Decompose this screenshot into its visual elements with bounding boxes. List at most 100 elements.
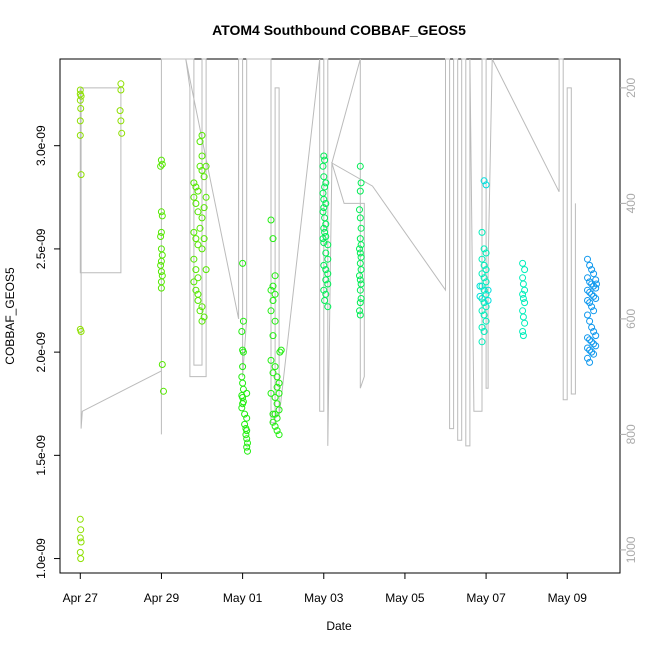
series-5 xyxy=(476,177,492,304)
right-y-tick-label: 1000 xyxy=(624,536,638,563)
data-point xyxy=(157,228,165,236)
data-point xyxy=(198,245,206,253)
data-point xyxy=(480,311,488,319)
data-point xyxy=(242,431,250,439)
data-point xyxy=(519,307,527,315)
x-tick-label: May 05 xyxy=(385,591,425,605)
series-4 xyxy=(478,228,529,346)
data-point xyxy=(590,270,598,278)
data-point xyxy=(76,117,84,125)
data-point xyxy=(584,274,591,282)
data-point xyxy=(194,274,202,282)
data-point xyxy=(267,216,275,224)
data-point xyxy=(158,361,166,368)
data-point xyxy=(273,400,281,408)
data-point xyxy=(480,177,488,185)
data-point xyxy=(198,317,206,325)
data-point xyxy=(586,299,594,307)
y-tick-label: 2.5e-09 xyxy=(34,228,48,269)
data-point xyxy=(271,410,279,418)
x-tick-label: May 09 xyxy=(548,591,588,605)
data-point xyxy=(271,317,279,325)
data-point xyxy=(321,297,329,304)
data-point xyxy=(238,404,246,412)
data-point xyxy=(320,152,328,160)
x-tick-label: May 03 xyxy=(304,591,344,605)
data-point xyxy=(273,414,281,422)
data-point xyxy=(593,280,600,288)
data-point xyxy=(192,200,200,207)
data-point xyxy=(590,328,598,335)
data-point xyxy=(194,297,202,304)
data-point xyxy=(319,235,327,243)
series-1 xyxy=(157,131,210,395)
data-point xyxy=(243,443,251,451)
y-tick-label: 3.0e-09 xyxy=(34,125,48,166)
data-point xyxy=(239,259,247,267)
data-point xyxy=(157,208,165,216)
data-point xyxy=(196,138,204,146)
data-point xyxy=(357,280,365,288)
points-layer xyxy=(76,80,600,563)
data-point xyxy=(584,297,591,304)
data-point xyxy=(244,447,251,455)
data-point xyxy=(76,534,84,542)
data-point xyxy=(238,328,246,335)
data-point xyxy=(321,214,329,222)
data-point xyxy=(269,297,277,304)
data-point xyxy=(324,255,332,263)
data-point xyxy=(482,317,490,325)
data-point xyxy=(239,400,247,408)
series-0 xyxy=(76,80,126,563)
data-point xyxy=(521,319,529,327)
data-point xyxy=(158,212,166,220)
data-point xyxy=(322,266,330,274)
data-point xyxy=(590,340,598,348)
data-point xyxy=(482,278,490,286)
data-point xyxy=(356,245,363,253)
data-point xyxy=(267,356,275,364)
data-point xyxy=(200,204,208,212)
data-point xyxy=(273,373,281,381)
data-point xyxy=(160,387,167,395)
data-point xyxy=(77,555,85,563)
data-point xyxy=(275,431,283,439)
data-point xyxy=(243,414,251,422)
data-point xyxy=(592,332,600,340)
data-point xyxy=(198,152,206,160)
data-point xyxy=(519,274,527,282)
data-point xyxy=(192,235,200,243)
data-point xyxy=(588,303,596,311)
data-point xyxy=(157,162,165,170)
data-point xyxy=(322,200,330,207)
data-point xyxy=(592,342,600,350)
data-point xyxy=(324,280,332,288)
data-point xyxy=(324,303,332,311)
data-point xyxy=(478,270,486,278)
data-point xyxy=(76,515,84,523)
data-point xyxy=(77,538,85,546)
data-point xyxy=(192,266,200,274)
data-point xyxy=(482,181,490,189)
data-point xyxy=(320,204,328,212)
data-point xyxy=(321,228,329,236)
data-point xyxy=(157,233,165,240)
data-point xyxy=(77,526,85,534)
data-point xyxy=(190,193,198,201)
data-point xyxy=(357,295,365,302)
data-point xyxy=(321,156,329,164)
right-y-tick-label: 600 xyxy=(624,309,638,329)
data-point xyxy=(356,162,364,170)
data-point xyxy=(356,276,364,284)
data-point xyxy=(275,389,283,397)
data-point xyxy=(269,332,277,340)
data-point xyxy=(322,276,330,284)
data-point xyxy=(476,282,484,290)
data-point xyxy=(320,261,328,269)
data-point xyxy=(519,328,527,335)
data-point xyxy=(588,338,596,346)
right-y-axis: 200 400 600 800 1000 xyxy=(620,78,638,563)
y-axis: 1.0e-09 1.5e-09 2.0e-09 2.5e-09 3.0e-09 xyxy=(34,125,60,579)
data-point xyxy=(271,290,279,298)
